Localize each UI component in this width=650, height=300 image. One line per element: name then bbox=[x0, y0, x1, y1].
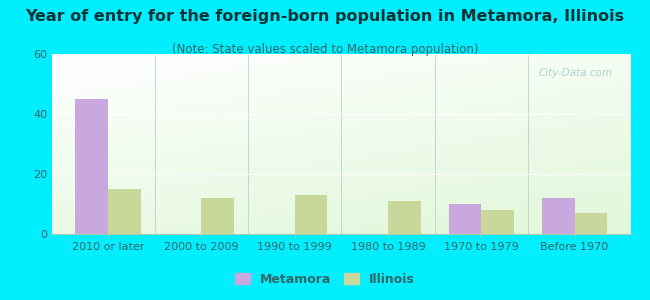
Text: (Note: State values scaled to Metamora population): (Note: State values scaled to Metamora p… bbox=[172, 44, 478, 56]
Bar bbox=[448, 204, 481, 234]
Bar bbox=[481, 210, 514, 234]
Bar bbox=[202, 198, 234, 234]
Bar bbox=[388, 201, 421, 234]
Bar bbox=[75, 99, 108, 234]
Legend: Metamora, Illinois: Metamora, Illinois bbox=[230, 268, 420, 291]
Bar bbox=[575, 213, 607, 234]
Text: Year of entry for the foreign-born population in Metamora, Illinois: Year of entry for the foreign-born popul… bbox=[25, 9, 625, 24]
Bar bbox=[542, 198, 575, 234]
Bar bbox=[294, 195, 327, 234]
Bar bbox=[108, 189, 140, 234]
Text: City-Data.com: City-Data.com bbox=[539, 68, 613, 78]
